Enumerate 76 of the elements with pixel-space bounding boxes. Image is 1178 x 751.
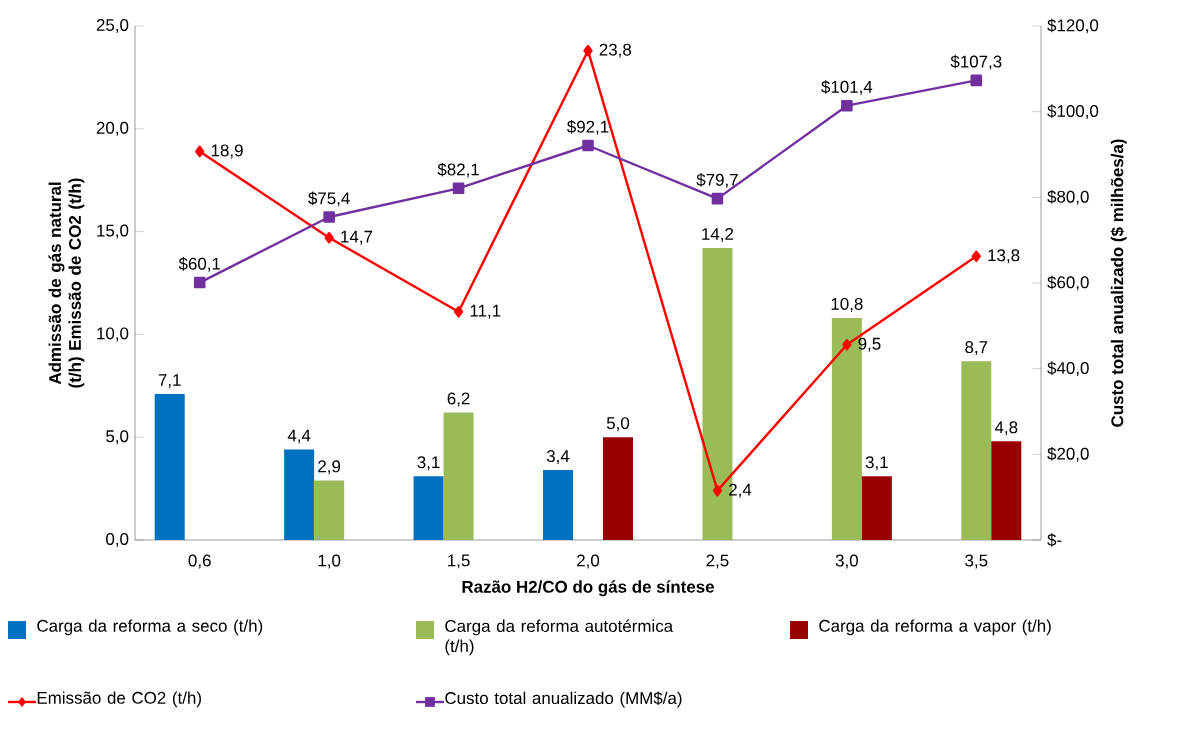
- x-axis-title: Razão H2/CO do gás de síntese: [462, 580, 714, 597]
- x-tick-label: 2,0: [577, 554, 600, 569]
- legend-label: Carga da reforma autotérmica (t/h): [445, 619, 674, 656]
- y2-tick-label: $120,0: [1047, 18, 1099, 34]
- point: [324, 231, 334, 244]
- y-axis-title: Admissão de gás natural (t/h) Emissão de CO2 (t/h): [48, 178, 85, 388]
- data-label: 14,2: [702, 228, 734, 242]
- data-label: $101,4: [821, 80, 873, 95]
- legend-label: Custo total anualizado (MM$/a): [445, 691, 682, 708]
- y2-tick-label: $40,0: [1047, 361, 1089, 376]
- x-tick-label: 3,5: [965, 554, 988, 569]
- y2-axis-title: Custo total anualizado ($ milhões/a): [1110, 139, 1127, 427]
- y2-tick-label: $60,0: [1047, 275, 1089, 291]
- point: [712, 484, 723, 497]
- bar: [991, 441, 1022, 540]
- y2-tick-label: $-: [1047, 533, 1062, 547]
- point: [711, 192, 724, 205]
- data-label: 7,1: [158, 374, 181, 388]
- data-label: 4,8: [994, 421, 1018, 436]
- y-tick-label: 5,0: [106, 430, 129, 445]
- legend-label: Carga da reforma a vapor (t/h): [819, 619, 1051, 636]
- y-tick-label: 0,0: [106, 533, 129, 547]
- data-label: 4,4: [287, 429, 311, 444]
- data-label: 8,7: [965, 341, 988, 356]
- data-label: 18,9: [211, 144, 243, 159]
- data-label: $107,3: [950, 54, 1002, 70]
- bar: [314, 480, 345, 540]
- data-label: 11,1: [470, 304, 501, 319]
- data-label: 2,9: [318, 460, 341, 475]
- data-label: $75,4: [308, 191, 350, 207]
- y2-tick-label: $80,0: [1047, 189, 1089, 205]
- legend-label: Emissão de CO2 (t/h): [37, 691, 201, 708]
- y-tick-label: 10,0: [97, 327, 129, 342]
- point: [323, 211, 335, 223]
- x-tick-label: 3,0: [835, 554, 858, 569]
- bar: [443, 412, 474, 540]
- y-tick-label: 15,0: [97, 224, 129, 239]
- data-label: $60,1: [178, 257, 221, 272]
- point: [582, 139, 594, 152]
- bar: [413, 476, 444, 540]
- data-label: $79,7: [696, 173, 738, 188]
- bar: [543, 470, 573, 540]
- x-tick-label: 1,5: [448, 554, 470, 569]
- data-label: 23,8: [599, 43, 632, 58]
- point: [842, 338, 852, 351]
- x-tick-label: 0,6: [188, 554, 211, 569]
- data-label: 3,1: [417, 456, 440, 471]
- bar: [961, 361, 992, 540]
- data-label: 14,7: [341, 230, 373, 245]
- point: [195, 145, 205, 158]
- data-label: 10,8: [831, 297, 863, 312]
- legend-label: Carga da reforma a seco (t/h): [37, 619, 263, 636]
- bar: [154, 394, 185, 540]
- point: [452, 182, 465, 195]
- data-label: 3,1: [865, 456, 888, 471]
- y-tick-label: 25,0: [96, 19, 129, 33]
- bar: [861, 476, 892, 540]
- data-label: 13,8: [988, 249, 1020, 264]
- data-label: 3,4: [546, 450, 570, 465]
- x-tick-label: 1,0: [318, 554, 341, 569]
- bar: [284, 449, 315, 540]
- point: [193, 276, 206, 289]
- point: [453, 306, 464, 318]
- point: [841, 99, 853, 112]
- y-tick-label: 20,0: [96, 121, 129, 136]
- data-label: $82,1: [437, 162, 479, 178]
- point: [971, 250, 981, 263]
- data-label: 5,0: [606, 417, 630, 432]
- data-label: $92,1: [567, 119, 609, 135]
- point: [970, 74, 983, 87]
- bar: [603, 437, 634, 540]
- data-label: 6,2: [447, 392, 470, 407]
- y2-tick-label: $20,0: [1047, 446, 1089, 462]
- x-tick-label: 2,5: [706, 554, 729, 569]
- y2-tick-label: $100,0: [1047, 104, 1099, 119]
- point: [583, 44, 593, 57]
